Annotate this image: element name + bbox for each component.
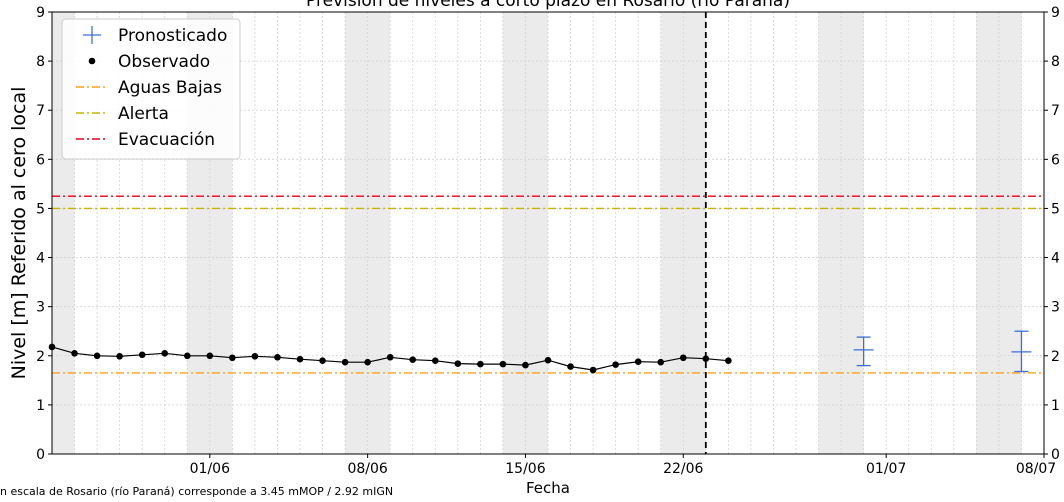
observed-point: [567, 363, 574, 370]
y-tick-label: 8: [36, 54, 45, 70]
observed-point: [364, 358, 371, 366]
y-tick-label-right: 2: [1051, 349, 1060, 365]
x-tick-label: 15/06: [505, 461, 545, 477]
legend-label: Evacuación: [118, 130, 215, 150]
observed-point: [522, 361, 529, 369]
x-tick-label: 08/07: [1016, 461, 1056, 477]
y-tick-label: 4: [36, 251, 45, 267]
observed-point: [589, 366, 597, 374]
x-tick-label: 08/06: [347, 461, 387, 477]
legend-label: Aguas Bajas: [118, 78, 222, 98]
observed-point: [183, 352, 191, 360]
y-tick-label-right: 9: [1051, 5, 1060, 21]
x-tick-label: 22/06: [663, 461, 703, 477]
observed-point: [634, 358, 642, 365]
observed-point: [544, 356, 552, 364]
observed-point: [725, 357, 732, 364]
observed-point: [251, 352, 259, 360]
y-tick-label: 1: [36, 398, 45, 414]
chart-axes: 0 0 1 1 2 2 3 3 4 4 5 5 6 6 7 7 8 8 9 9 01/06 08/06 15/06 22/06…: [36, 5, 1060, 477]
x-tick-label: 01/06: [190, 461, 230, 477]
weekend-band: [502, 12, 526, 454]
observed-point: [296, 355, 304, 363]
observed-point: [71, 350, 78, 357]
y-tick-label-right: 1: [1051, 398, 1060, 414]
chart-series: [48, 12, 1032, 454]
weekend-band: [683, 12, 706, 454]
y-tick-label: 2: [36, 349, 45, 365]
y-tick-label-right: 3: [1051, 300, 1060, 316]
observed-point: [612, 361, 619, 368]
y-tick-label: 7: [36, 103, 45, 119]
weekend-bands: [52, 12, 1022, 454]
observed-point: [409, 356, 417, 364]
legend-observed-marker: [88, 57, 96, 65]
observed-point: [229, 354, 236, 362]
footnote: n escala de Rosario (río Paraná) corresp…: [0, 485, 394, 498]
chart-legend: Pronosticado Observado Aguas Bajas Alerta Ev…: [61, 18, 241, 160]
observed-point: [93, 352, 101, 360]
threshold-lines: [52, 195, 1044, 374]
legend-box: [61, 18, 241, 160]
legend-label: Pronosticado: [118, 26, 227, 46]
x-axis-label: Fecha: [526, 479, 570, 497]
weekend-band: [841, 12, 864, 454]
observed-point: [116, 352, 123, 360]
plot-frame: [51, 11, 1045, 455]
legend-label: Observado: [118, 52, 210, 72]
y-tick-label-right: 4: [1051, 251, 1060, 267]
observed-point: [499, 360, 507, 368]
observed-point: [386, 353, 394, 361]
observed-point: [138, 351, 146, 359]
y-tick-label-right: 8: [1051, 54, 1060, 70]
observed-point: [206, 352, 214, 360]
weekend-band: [998, 12, 1022, 454]
observed-point: [161, 350, 169, 357]
legend-label: Alerta: [118, 104, 169, 124]
weekend-band: [525, 12, 548, 454]
observed-point: [431, 357, 439, 364]
y-tick-label-right: 7: [1051, 103, 1060, 119]
observed-point: [319, 357, 326, 364]
y-tick-label: 9: [36, 5, 45, 21]
observed-point: [341, 358, 349, 366]
y-tick-label: 5: [36, 201, 45, 217]
observed-point: [477, 360, 484, 368]
weekend-band: [818, 12, 842, 454]
weekend-band: [345, 12, 368, 454]
weekend-band: [367, 12, 391, 454]
chart-title: Previsión de niveles a corto plazo en Ro…: [306, 0, 790, 11]
y-tick-label-right: 0: [1051, 447, 1060, 463]
observed-point: [274, 353, 281, 361]
observed-point: [657, 358, 665, 366]
observed-point: [679, 354, 687, 362]
y-axis-label: Nivel [m] Referido al cero local: [8, 87, 30, 380]
observed-point: [702, 355, 710, 363]
weekend-band: [660, 12, 684, 454]
weekend-band: [976, 12, 999, 454]
y-tick-label-right: 6: [1051, 152, 1060, 168]
observed-point: [454, 360, 462, 367]
y-tick-label-right: 5: [1051, 201, 1060, 217]
x-tick-label: 01/07: [866, 461, 906, 477]
y-tick-label: 6: [36, 152, 45, 168]
y-tick-label: 0: [36, 447, 45, 463]
y-tick-label: 3: [36, 300, 45, 316]
